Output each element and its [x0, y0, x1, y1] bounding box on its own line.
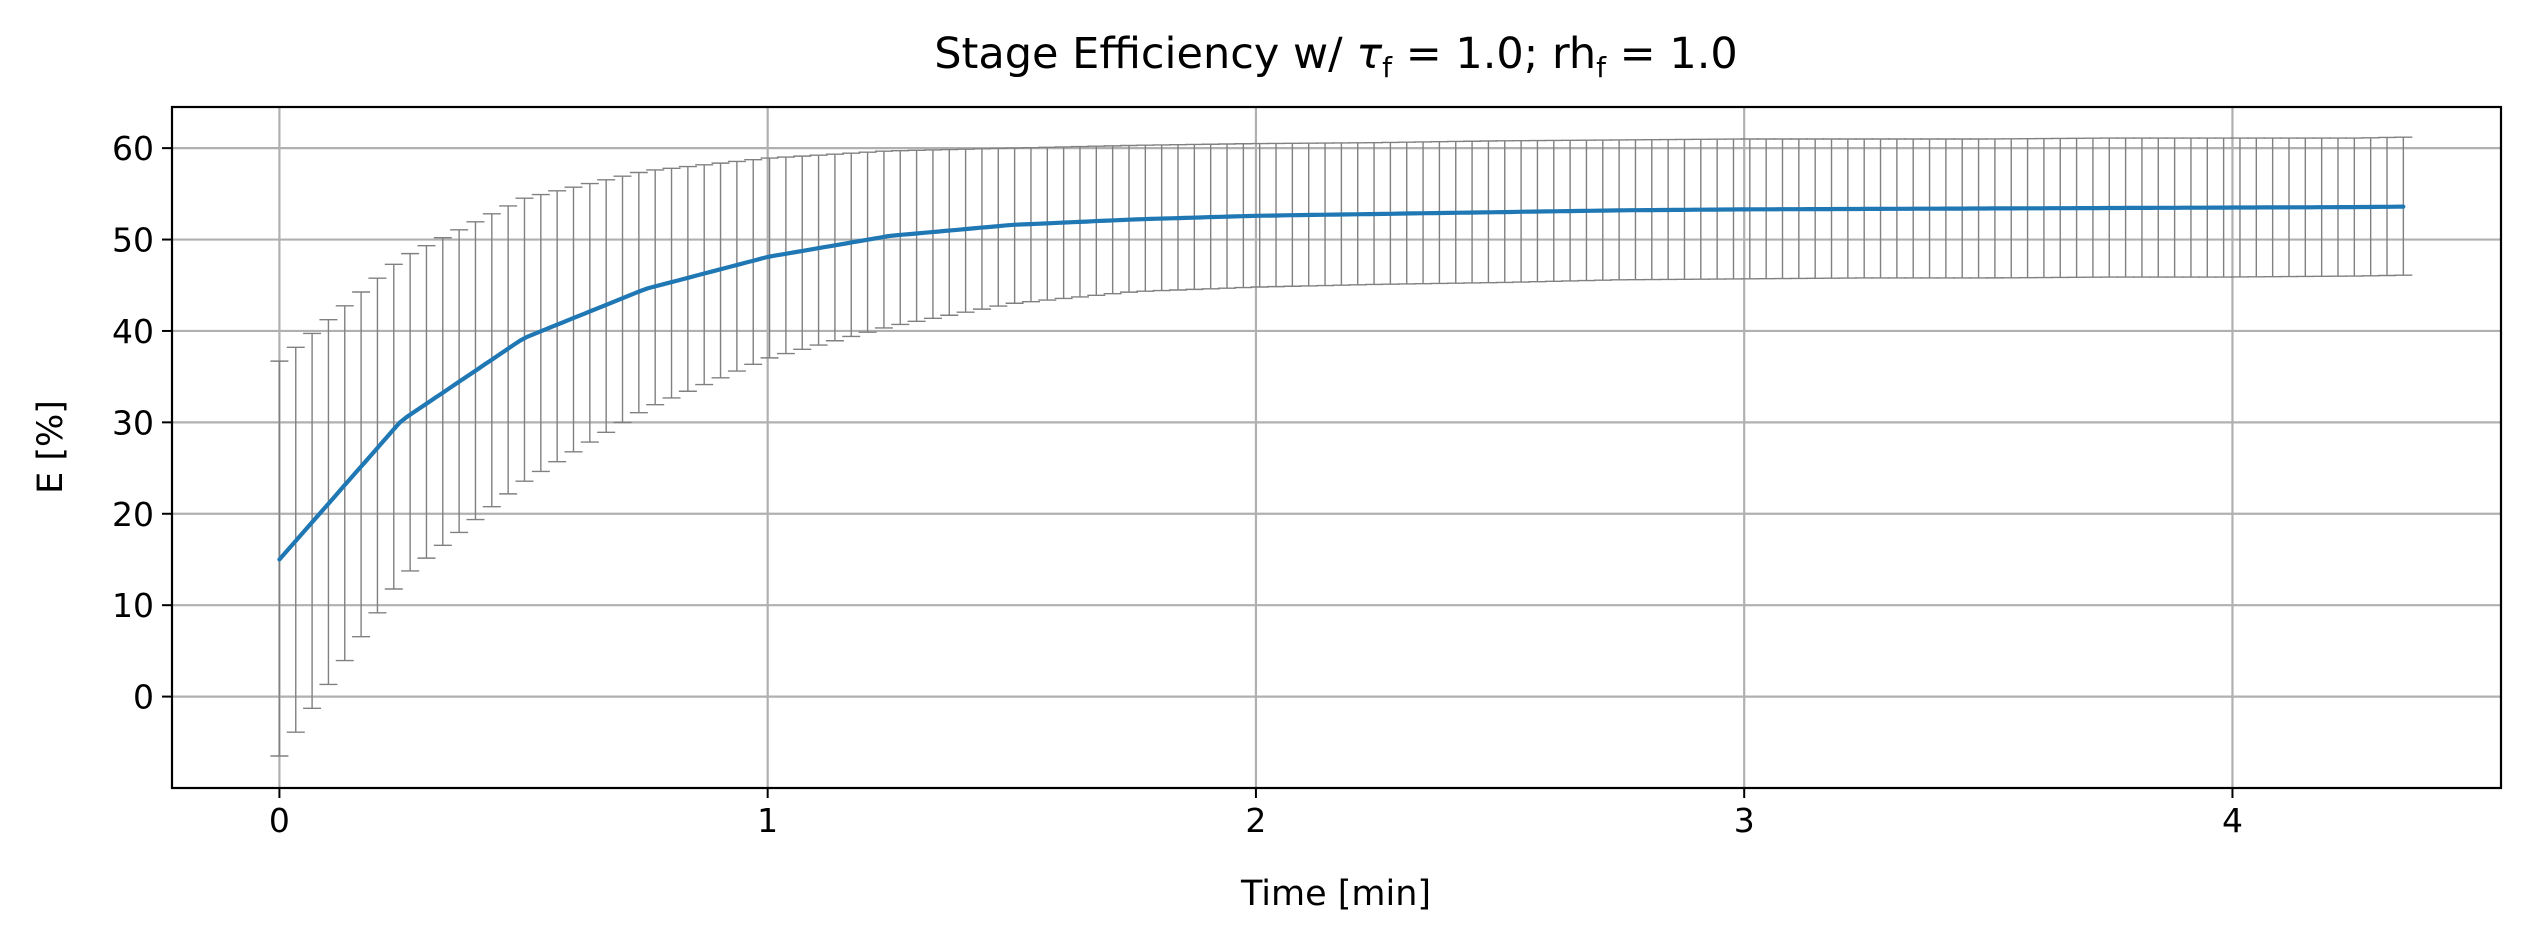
- x-tick-label: 2: [1245, 801, 1266, 840]
- y-axis-label: E [%]: [31, 400, 71, 494]
- y-tick-label: 60: [112, 129, 154, 168]
- error-bars: [270, 136, 2413, 757]
- y-tick-label: 10: [112, 586, 154, 625]
- series-line: [277, 204, 2406, 562]
- y-tick-label: 0: [133, 678, 154, 717]
- series-layer: [277, 204, 2406, 562]
- plot-frame: [170, 105, 2503, 790]
- x-tick-label: 0: [269, 801, 290, 840]
- y-tick-label: 30: [112, 403, 154, 442]
- x-tick-label: 1: [757, 801, 778, 840]
- y-tick-label: 50: [112, 221, 154, 260]
- grid: [172, 107, 2501, 788]
- y-tick-label: 40: [112, 312, 154, 351]
- x-axis-label: Time [min]: [1240, 874, 1431, 914]
- x-tick-label: 3: [1734, 801, 1755, 840]
- chart-title: Stage Efficiency w/ τf = 1.0; rhf = 1.0: [934, 29, 1738, 84]
- y-tick-label: 20: [112, 495, 154, 534]
- x-tick-label: 4: [2222, 801, 2243, 840]
